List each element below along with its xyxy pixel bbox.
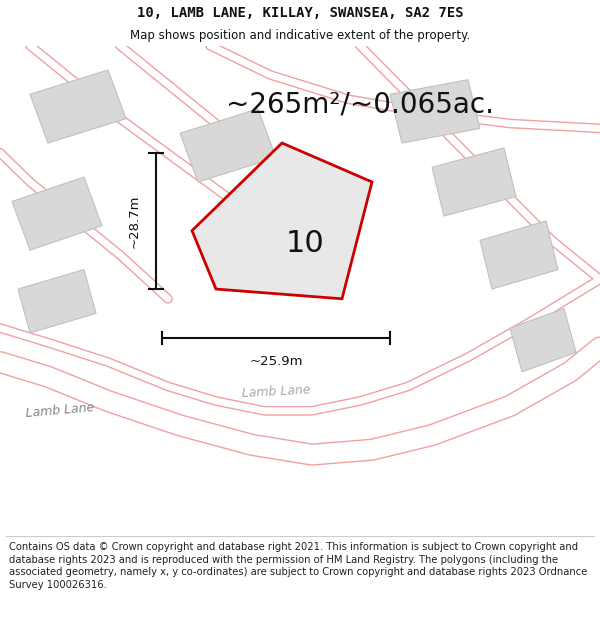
Polygon shape (18, 269, 96, 333)
Text: 10, LAMB LANE, KILLAY, SWANSEA, SA2 7ES: 10, LAMB LANE, KILLAY, SWANSEA, SA2 7ES (137, 6, 463, 20)
Polygon shape (510, 309, 576, 372)
Polygon shape (390, 80, 480, 143)
Text: Map shows position and indicative extent of the property.: Map shows position and indicative extent… (130, 29, 470, 42)
Polygon shape (30, 70, 126, 143)
Polygon shape (12, 177, 102, 250)
Polygon shape (480, 221, 558, 289)
Text: ~25.9m: ~25.9m (249, 355, 303, 367)
Text: ~28.7m: ~28.7m (128, 194, 141, 248)
Text: ~265m²/~0.065ac.: ~265m²/~0.065ac. (226, 90, 494, 118)
Text: Lamb Lane: Lamb Lane (241, 383, 311, 399)
Text: Lamb Lane: Lamb Lane (25, 401, 95, 420)
Polygon shape (432, 148, 516, 216)
Text: 10: 10 (286, 229, 324, 258)
Polygon shape (192, 143, 372, 299)
Text: Contains OS data © Crown copyright and database right 2021. This information is : Contains OS data © Crown copyright and d… (9, 542, 587, 590)
Polygon shape (180, 109, 276, 182)
